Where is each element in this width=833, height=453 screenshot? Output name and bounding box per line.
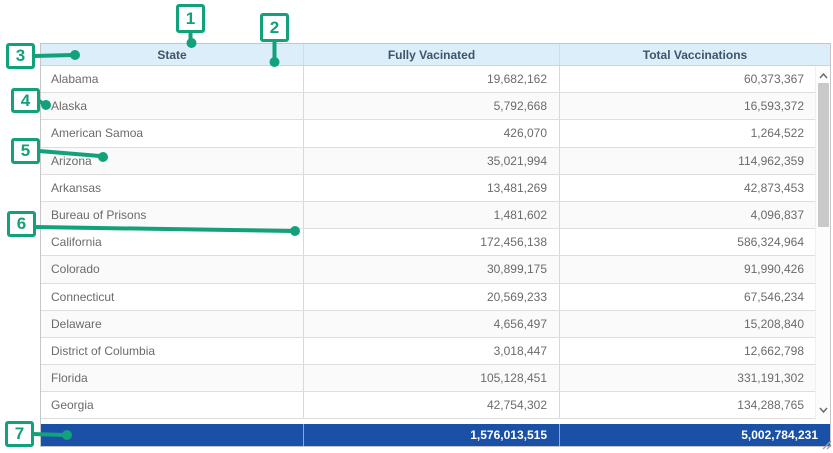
- total-vaccinations-cell: 1,264,522: [559, 120, 830, 146]
- total-vaccinations-cell: 91,990,426: [559, 256, 830, 282]
- state-cell: Arkansas: [41, 175, 303, 201]
- state-cell: Arizona: [41, 148, 303, 174]
- table-row[interactable]: Delaware4,656,49715,208,840: [41, 311, 830, 338]
- total-vaccinations-cell: 4,096,837: [559, 202, 830, 228]
- state-cell: Colorado: [41, 256, 303, 282]
- fully-vaccinated-cell: 1,481,602: [303, 202, 559, 228]
- table-row[interactable]: California172,456,138586,324,964: [41, 229, 830, 256]
- total-vaccinations-cell: 15,208,840: [559, 311, 830, 337]
- column-header-fully-vaccinated[interactable]: Fully Vacinated: [303, 44, 559, 65]
- state-cell: American Samoa: [41, 120, 303, 146]
- annotation-marker-6: 6: [7, 211, 36, 237]
- table-row[interactable]: Georgia42,754,302134,288,765: [41, 392, 830, 419]
- fully-vaccinated-cell: 20,569,233: [303, 284, 559, 310]
- table-row[interactable]: Colorado30,899,17591,990,426: [41, 256, 830, 283]
- annotation-marker-4: 4: [11, 88, 40, 113]
- totals-total-vaccinations-cell: 5,002,784,231: [559, 424, 830, 446]
- fully-vaccinated-cell: 42,754,302: [303, 392, 559, 418]
- vaccination-table-screenshot: State Fully Vacinated Total Vaccinations…: [0, 0, 833, 453]
- state-cell: California: [41, 229, 303, 255]
- total-vaccinations-cell: 586,324,964: [559, 229, 830, 255]
- totals-row: 1,576,013,515 5,002,784,231: [41, 424, 830, 446]
- annotation-marker-1: 1: [176, 4, 205, 33]
- fully-vaccinated-cell: 5,792,668: [303, 93, 559, 119]
- column-header-total-vaccinations[interactable]: Total Vaccinations: [559, 44, 830, 65]
- state-cell: Florida: [41, 365, 303, 391]
- fully-vaccinated-cell: 4,656,497: [303, 311, 559, 337]
- table-body[interactable]: Alabama19,682,16260,373,367Alaska5,792,6…: [41, 66, 830, 420]
- table-row[interactable]: District of Columbia3,018,44712,662,798: [41, 338, 830, 365]
- annotation-marker-3: 3: [6, 43, 35, 69]
- fully-vaccinated-cell: 105,128,451: [303, 365, 559, 391]
- scrollbar-up-arrow-icon[interactable]: [816, 68, 830, 84]
- total-vaccinations-cell: 67,546,234: [559, 284, 830, 310]
- total-vaccinations-cell: 12,662,798: [559, 338, 830, 364]
- total-vaccinations-cell: 134,288,765: [559, 392, 830, 418]
- state-cell: Georgia: [41, 392, 303, 418]
- state-cell: Bureau of Prisons: [41, 202, 303, 228]
- annotation-marker-5: 5: [11, 138, 40, 164]
- total-vaccinations-cell: 16,593,372: [559, 93, 830, 119]
- table-row[interactable]: American Samoa426,0701,264,522: [41, 120, 830, 147]
- table-header-row: State Fully Vacinated Total Vaccinations: [41, 44, 830, 66]
- scrollbar-down-arrow-icon[interactable]: [816, 402, 830, 418]
- fully-vaccinated-cell: 13,481,269: [303, 175, 559, 201]
- fully-vaccinated-cell: 19,682,162: [303, 66, 559, 92]
- table-row[interactable]: Arizona35,021,994114,962,359: [41, 148, 830, 175]
- table-row[interactable]: Connecticut20,569,23367,546,234: [41, 284, 830, 311]
- column-header-state[interactable]: State: [41, 44, 303, 65]
- table-row[interactable]: Alabama19,682,16260,373,367: [41, 66, 830, 93]
- total-vaccinations-cell: 114,962,359: [559, 148, 830, 174]
- totals-fully-vaccinated-cell: 1,576,013,515: [303, 424, 559, 446]
- table-row[interactable]: Florida105,128,451331,191,302: [41, 365, 830, 392]
- fully-vaccinated-cell: 426,070: [303, 120, 559, 146]
- total-vaccinations-cell: 60,373,367: [559, 66, 830, 92]
- scrollbar-thumb[interactable]: [818, 83, 829, 227]
- fully-vaccinated-cell: 30,899,175: [303, 256, 559, 282]
- vaccinations-table: State Fully Vacinated Total Vaccinations…: [40, 43, 831, 447]
- state-cell: Delaware: [41, 311, 303, 337]
- table-row[interactable]: Bureau of Prisons1,481,6024,096,837: [41, 202, 830, 229]
- totals-state-cell: [41, 424, 303, 446]
- total-vaccinations-cell: 331,191,302: [559, 365, 830, 391]
- fully-vaccinated-cell: 3,018,447: [303, 338, 559, 364]
- table-row[interactable]: Arkansas13,481,26942,873,453: [41, 175, 830, 202]
- fully-vaccinated-cell: 172,456,138: [303, 229, 559, 255]
- total-vaccinations-cell: 42,873,453: [559, 175, 830, 201]
- annotation-marker-2: 2: [260, 13, 289, 42]
- vertical-scrollbar[interactable]: [815, 66, 830, 420]
- state-cell: Alaska: [41, 93, 303, 119]
- fully-vaccinated-cell: 35,021,994: [303, 148, 559, 174]
- state-cell: Alabama: [41, 66, 303, 92]
- annotation-marker-7: 7: [5, 421, 34, 447]
- table-row[interactable]: Alaska5,792,66816,593,372: [41, 93, 830, 120]
- state-cell: District of Columbia: [41, 338, 303, 364]
- state-cell: Connecticut: [41, 284, 303, 310]
